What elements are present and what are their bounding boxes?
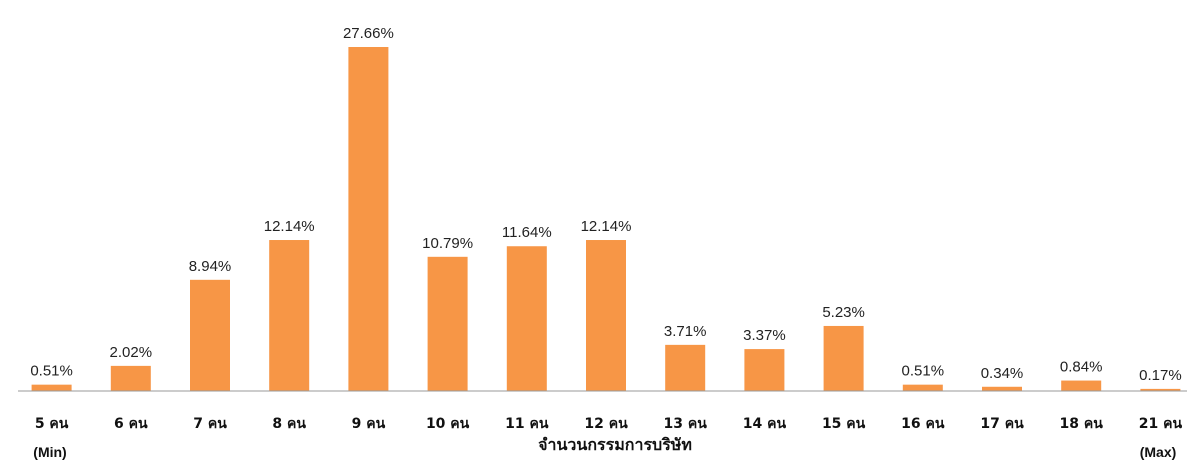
bars-group: [31, 47, 1181, 391]
bar-11: [823, 325, 864, 391]
min-label: (Min): [33, 444, 66, 460]
tick-label-7: 11 คน: [505, 416, 549, 432]
value-label-6: 10.79%: [422, 235, 473, 252]
value-label-4: 12.14%: [264, 218, 315, 235]
bar-9: [665, 344, 706, 391]
tick-label-11: 15 คน: [822, 416, 866, 432]
bar-15: [1140, 388, 1181, 391]
value-label-3: 8.94%: [189, 258, 232, 275]
value-label-13: 0.34%: [981, 365, 1024, 382]
bar-2: [110, 365, 151, 391]
value-label-5: 27.66%: [343, 25, 394, 42]
bar-13: [982, 386, 1022, 391]
value-label-15: 0.17%: [1139, 367, 1182, 384]
value-label-1: 0.51%: [30, 363, 73, 380]
tick-label-15: 21 คน: [1139, 416, 1183, 432]
value-label-2: 2.02%: [110, 344, 153, 361]
max-label: (Max): [1140, 444, 1177, 460]
bar-3: [190, 279, 230, 391]
value-label-12: 0.51%: [902, 363, 945, 380]
tick-label-2: 6 คน: [114, 416, 148, 432]
bar-12: [902, 384, 943, 391]
tick-label-13: 17 คน: [980, 416, 1024, 432]
value-label-14: 0.84%: [1060, 359, 1103, 376]
tick-label-9: 13 คน: [664, 416, 708, 432]
tick-label-3: 7 คน: [193, 416, 227, 432]
bar-4: [269, 240, 310, 391]
bar-14: [1061, 380, 1102, 391]
bar-8: [586, 240, 626, 391]
tick-label-14: 18 คน: [1060, 416, 1104, 432]
x-axis-title: จำนวนกรรมการบริษัท: [538, 435, 692, 454]
tick-labels-group: 5 คน 6 คน 7 คน 8 คน 9 คน 10 คน 11 คน 12 คน 13 คน…: [35, 416, 1183, 432]
value-label-10: 3.37%: [743, 327, 786, 344]
tick-label-10: 14 คน: [743, 416, 787, 432]
bar-6: [427, 256, 468, 391]
tick-label-12: 16 คน: [901, 416, 945, 432]
tick-label-4: 8 คน: [272, 416, 306, 432]
bar-7: [506, 246, 547, 391]
bar-5: [348, 47, 389, 391]
tick-label-5: 9 คน: [352, 416, 386, 432]
bar-10: [744, 349, 785, 391]
tick-label-1: 5 คน: [35, 416, 69, 432]
tick-label-6: 10 คน: [426, 416, 470, 432]
tick-label-8: 12 คน: [584, 416, 628, 432]
value-label-11: 5.23%: [822, 304, 865, 321]
value-label-9: 3.71%: [664, 323, 707, 340]
value-label-8: 12.14%: [581, 218, 632, 235]
value-label-7: 11.64%: [502, 224, 552, 241]
bar-1: [31, 384, 72, 391]
value-labels-group: 0.51% 2.02% 8.94% 12.14% 27.66% 10.79% 11.64% 1…: [30, 25, 1181, 384]
